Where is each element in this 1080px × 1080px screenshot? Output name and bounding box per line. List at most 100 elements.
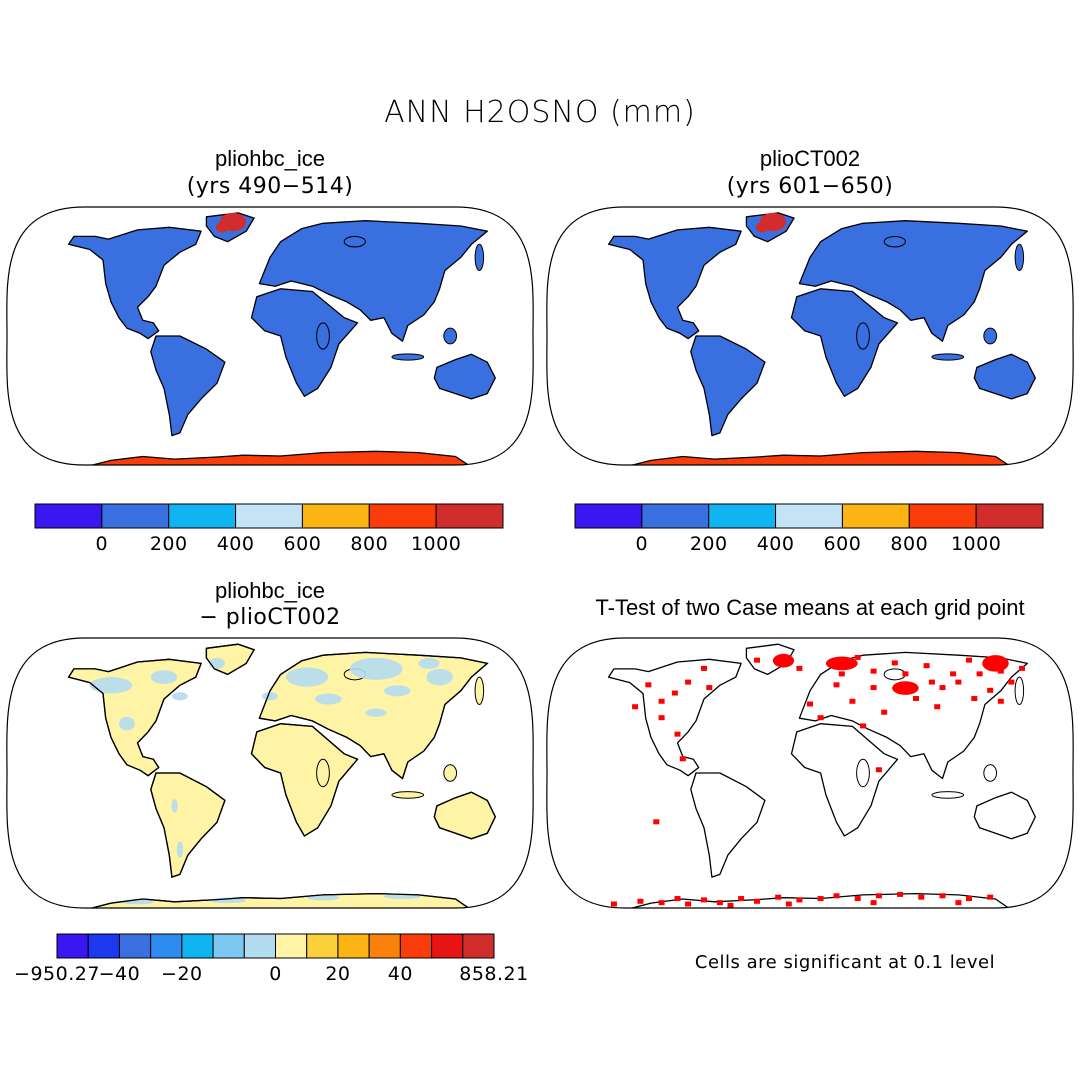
landmass-eurasia	[798, 220, 1028, 342]
figure-title: ANN H2OSNO (mm)	[384, 95, 696, 130]
negative-diff-patch	[307, 894, 339, 901]
negative-diff-patch	[349, 657, 403, 680]
significant-cell	[674, 731, 681, 737]
colorbar-box	[101, 503, 170, 529]
colorbar-box	[306, 933, 339, 959]
significant-cell	[928, 679, 935, 685]
significant-cell	[658, 715, 665, 721]
significant-cell	[854, 896, 861, 902]
landmass-africa	[790, 288, 899, 397]
significant-cell	[738, 896, 745, 902]
colorbar-tick-label: 0	[269, 963, 282, 985]
landmass-eurasia	[258, 220, 488, 342]
significant-cell	[875, 767, 882, 773]
significant-cell	[645, 682, 652, 688]
map-frame	[6, 206, 534, 466]
significant-cell	[716, 900, 723, 906]
panel3-title: pliohbc_ice	[214, 578, 326, 603]
significant-cell	[854, 654, 861, 660]
significant-cell-cluster	[825, 656, 858, 671]
negative-diff-patch	[118, 716, 135, 731]
high-snow-spot	[755, 222, 769, 233]
island-outline	[316, 322, 330, 350]
island-outline	[983, 764, 998, 782]
significant-cell	[897, 891, 904, 897]
landmass-north-america	[607, 226, 742, 340]
colorbar-box	[574, 503, 643, 529]
island-outline	[391, 353, 425, 361]
island-outline	[316, 758, 330, 788]
negative-diff-patch	[426, 668, 453, 686]
colorbar-box	[235, 503, 303, 529]
map-frame	[546, 637, 1074, 909]
island-outline	[856, 322, 870, 350]
negative-diff-patch	[365, 708, 387, 717]
colorbar-tick-label: 40	[388, 963, 413, 985]
colorbar-box	[775, 503, 843, 529]
significant-cell-cluster	[982, 655, 1009, 672]
colorbar-box	[118, 933, 152, 959]
significant-cell-cluster	[892, 681, 919, 695]
colorbar-tick-label: 200	[150, 533, 188, 555]
colorbar-box	[301, 503, 370, 529]
significant-cell	[701, 897, 707, 903]
colorbar-box	[150, 933, 183, 959]
significant-cell	[817, 715, 824, 721]
significant-cell	[870, 685, 877, 691]
colorbar-box	[368, 503, 437, 529]
significant-cell	[950, 671, 957, 677]
negative-diff-patch	[176, 841, 184, 858]
significant-cell	[870, 668, 877, 674]
colorbar-box	[399, 933, 433, 959]
colorbar-box	[34, 503, 103, 529]
colorbar-tick-label: 800	[890, 533, 928, 555]
colorbar-box	[212, 933, 245, 959]
significant-cell	[796, 665, 803, 671]
negative-diff-patch	[171, 692, 188, 701]
significant-cell	[891, 660, 898, 666]
colorbar-box	[337, 933, 370, 959]
island-outline	[983, 327, 998, 345]
negative-diff-patch	[150, 670, 178, 684]
island-outline	[1014, 676, 1025, 705]
landmass-australia	[973, 353, 1036, 400]
colorbar-mean-right: 0 200 400 600 800 1000	[574, 503, 1044, 555]
significant-cell	[875, 893, 882, 899]
significant-cell	[939, 685, 946, 691]
significant-cell	[902, 671, 909, 677]
colorbar-box	[841, 503, 910, 529]
significant-cell	[796, 897, 803, 903]
significant-cell	[966, 657, 972, 663]
island-outline	[474, 676, 485, 705]
landmass-north-america	[607, 658, 742, 777]
significant-cell	[966, 896, 972, 902]
panel2-map	[546, 206, 1074, 466]
negative-diff-patch	[383, 685, 411, 697]
island-outline	[474, 243, 485, 272]
significant-cell	[997, 698, 1004, 704]
panel1-title: pliohbc_ice	[214, 146, 326, 171]
significant-cell	[658, 698, 665, 704]
significant-cell	[701, 665, 707, 671]
colorbar-box	[908, 503, 977, 529]
island-outline	[443, 327, 458, 345]
panel2-title: plioCT002	[759, 146, 861, 171]
panel1-subtitle: (yrs 490−514)	[186, 174, 354, 199]
significant-cell	[754, 898, 760, 904]
colorbar-box	[275, 933, 308, 959]
significant-cell	[976, 671, 983, 677]
panel1-map	[6, 206, 534, 466]
negative-diff-patch	[209, 657, 225, 669]
significant-cell	[833, 893, 840, 899]
significant-cell	[807, 701, 813, 707]
colorbar-box	[243, 933, 277, 959]
colorbar-box	[975, 503, 1044, 529]
significant-cell	[987, 687, 994, 693]
panel4-title: T-Test of two Case means at each grid po…	[595, 595, 1025, 620]
landmass-south-america	[690, 772, 766, 878]
landmass-north-america	[67, 226, 202, 340]
significant-cell	[902, 682, 909, 688]
significant-cell	[658, 900, 665, 906]
high-snow-spot	[215, 222, 229, 233]
